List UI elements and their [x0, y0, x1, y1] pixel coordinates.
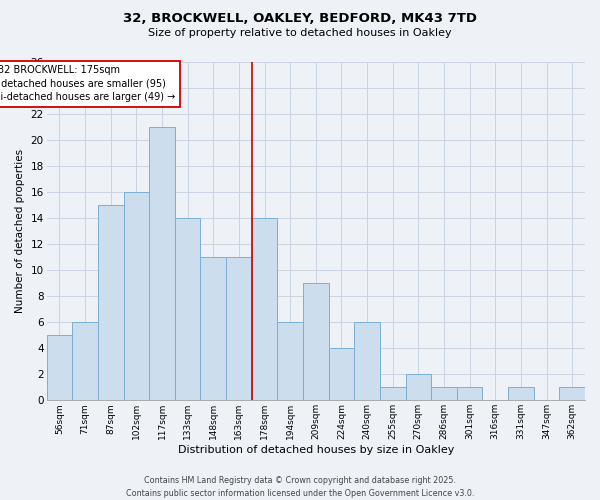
- Bar: [559, 388, 585, 400]
- Bar: [431, 388, 457, 400]
- Bar: [251, 218, 277, 400]
- Bar: [72, 322, 98, 400]
- X-axis label: Distribution of detached houses by size in Oakley: Distribution of detached houses by size …: [178, 445, 454, 455]
- Text: 32 BROCKWELL: 175sqm
← 66% of detached houses are smaller (95)
34% of semi-detac: 32 BROCKWELL: 175sqm ← 66% of detached h…: [0, 66, 176, 102]
- Bar: [508, 388, 534, 400]
- Bar: [380, 388, 406, 400]
- Bar: [47, 335, 72, 400]
- Bar: [175, 218, 200, 400]
- Bar: [329, 348, 354, 401]
- Bar: [457, 388, 482, 400]
- Bar: [354, 322, 380, 400]
- Bar: [124, 192, 149, 400]
- Y-axis label: Number of detached properties: Number of detached properties: [15, 149, 25, 313]
- Text: 32, BROCKWELL, OAKLEY, BEDFORD, MK43 7TD: 32, BROCKWELL, OAKLEY, BEDFORD, MK43 7TD: [123, 12, 477, 26]
- Bar: [98, 205, 124, 400]
- Bar: [149, 126, 175, 400]
- Text: Size of property relative to detached houses in Oakley: Size of property relative to detached ho…: [148, 28, 452, 38]
- Bar: [226, 257, 251, 400]
- Bar: [406, 374, 431, 400]
- Bar: [277, 322, 303, 400]
- Bar: [303, 283, 329, 401]
- Bar: [200, 257, 226, 400]
- Text: Contains HM Land Registry data © Crown copyright and database right 2025.
Contai: Contains HM Land Registry data © Crown c…: [126, 476, 474, 498]
